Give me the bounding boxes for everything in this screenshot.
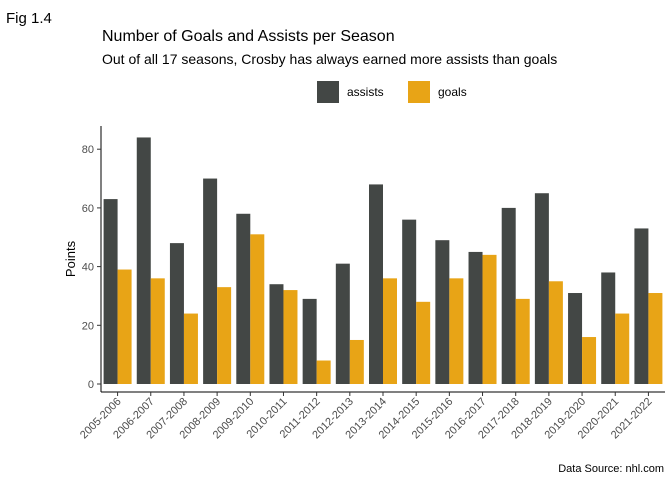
bar-goals-2015-2016 [449,278,464,384]
bar-assists-2012-2013 [335,263,350,384]
y-tick-label: 60 [82,203,94,215]
x-axis-ticks: 2005-20062006-20072007-20082008-20092009… [78,392,655,441]
y-tick-label: 20 [82,320,94,332]
bar-assists-2007-2008 [169,243,184,384]
bar-goals-2019-2020 [582,337,597,384]
data-source-caption: Data Source: nhl.com [558,463,664,475]
legend-label-goals: goals [438,85,467,99]
bar-goals-2011-2012 [316,360,331,384]
bar-assists-2013-2014 [369,184,383,384]
legend: assists goals [317,81,467,103]
bar-goals-2006-2007 [150,278,165,384]
bar-goals-2008-2009 [217,287,232,384]
plot-area: 0 20 40 60 80 2005-20062006-20072007-2008200… [78,126,665,441]
bar-goals-2016-2017 [482,254,497,384]
bar-assists-2018-2019 [534,193,549,384]
bar-assists-2021-2022 [634,228,649,384]
y-axis-ticks: 0 20 40 60 80 [82,144,101,391]
bar-goals-2007-2008 [183,313,198,384]
bar-goals-2021-2022 [648,293,663,384]
bar-assists-2008-2009 [203,178,218,384]
legend-swatch-assists [317,81,339,103]
y-tick-label: 40 [82,262,94,274]
bar-assists-2017-2018 [501,207,516,384]
y-tick-label: 80 [82,144,94,156]
legend-label-assists: assists [347,85,384,99]
bar-goals-2010-2011 [283,290,298,384]
bar-goals-2020-2021 [615,313,630,384]
bar-goals-2017-2018 [515,298,530,384]
y-tick-label: 0 [88,379,94,391]
y-axis-title: Points [63,240,78,277]
bar-goals-2014-2015 [416,301,431,384]
chart-subtitle: Out of all 17 seasons, Crosby has always… [102,51,557,67]
bar-assists-2019-2020 [568,293,583,384]
legend-swatch-goals [408,81,430,103]
bar-assists-2009-2010 [236,213,251,384]
bar-goals-2005-2006 [117,269,132,384]
bar-assists-2010-2011 [269,284,284,384]
chart-title: Number of Goals and Assists per Season [102,28,395,45]
bar-assists-2011-2012 [302,298,317,384]
bar-assists-2005-2006 [103,199,118,384]
bar-assists-2014-2015 [402,219,417,384]
bar-goals-2009-2010 [250,234,265,384]
bar-assists-2016-2017 [468,251,483,384]
figure-label: Fig 1.4 [6,10,52,27]
bars [103,137,663,384]
bar-assists-2020-2021 [601,272,616,384]
bar-assists-2015-2016 [435,240,450,384]
bar-goals-2013-2014 [383,278,397,384]
bar-goals-2018-2019 [548,281,563,384]
bar-goals-2012-2013 [349,339,364,384]
bar-assists-2006-2007 [136,137,151,384]
